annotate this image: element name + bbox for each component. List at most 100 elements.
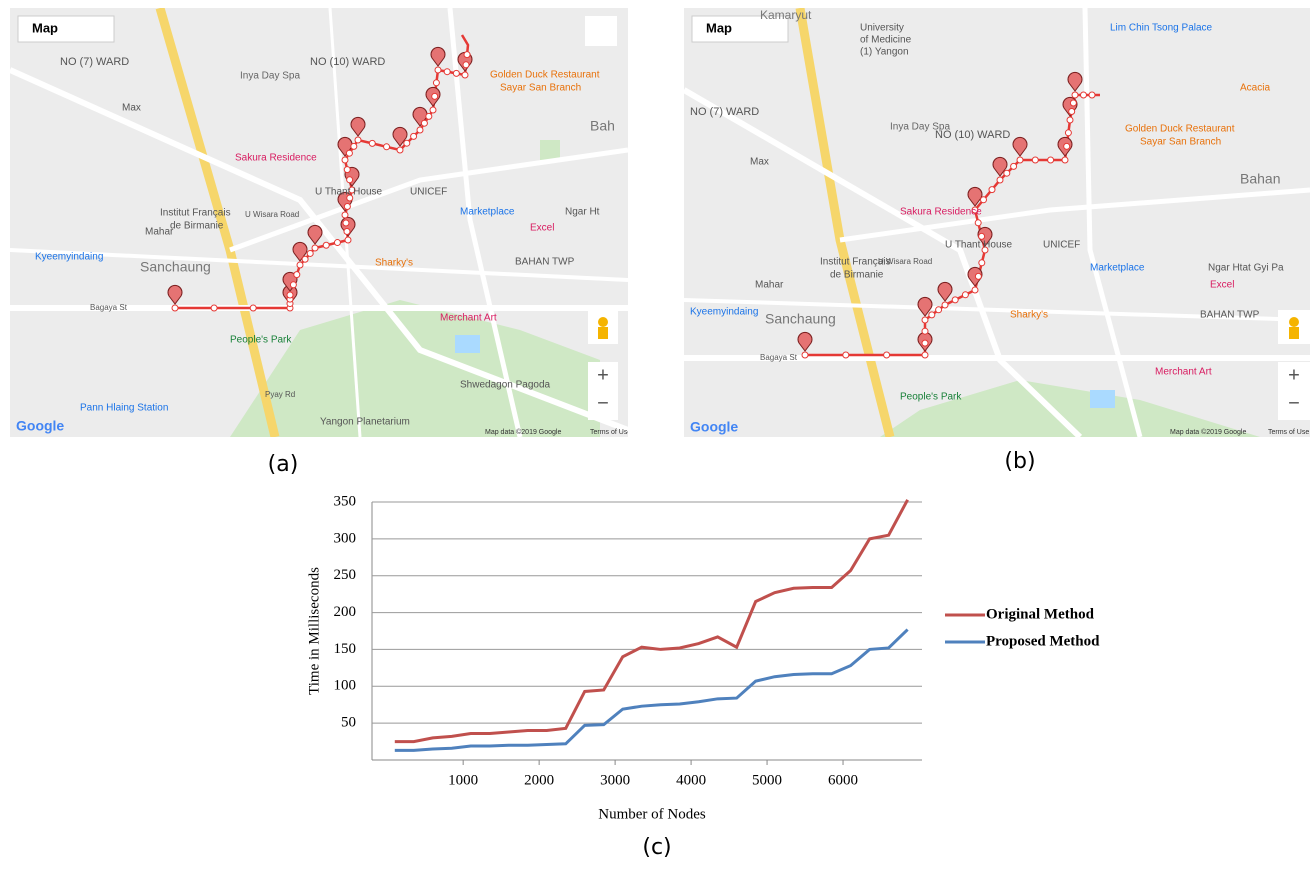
route-node (997, 177, 1003, 183)
map-label: UNICEF (410, 187, 447, 198)
route-node (334, 240, 340, 246)
map-label: People's Park (900, 392, 962, 403)
route-node (972, 287, 978, 293)
map-label: Sakura Residence (900, 207, 982, 218)
route-node (1067, 117, 1073, 123)
route-node (211, 305, 217, 311)
x-tick-label: 6000 (828, 772, 858, 788)
map-label: Sayar San Branch (500, 83, 581, 94)
route-node (369, 140, 375, 146)
map-label: Lim Chin Tsong Palace (1110, 23, 1213, 34)
map-label: Mahar (145, 227, 174, 238)
logo: Google (690, 419, 738, 435)
map-label: Sakura Residence (235, 153, 317, 164)
route-node (1089, 92, 1095, 98)
route-node (417, 127, 423, 133)
route-node (344, 229, 350, 235)
legend-label: Original Method (986, 606, 1095, 622)
route-node (922, 352, 928, 358)
map-label: Ngar Ht (565, 207, 600, 218)
y-tick-label: 200 (334, 604, 357, 620)
svg-text:−: − (597, 392, 609, 414)
map-label: de Birmanie (170, 221, 224, 232)
x-tick-label: 5000 (752, 772, 782, 788)
route-node (975, 220, 981, 226)
route-node (297, 262, 303, 268)
map-label: UNICEF (1043, 240, 1080, 251)
figure: Map + − Google Map data ©2019 Google Ter… (0, 0, 1316, 865)
route-node (1070, 100, 1076, 106)
map-label: Merchant Art (440, 313, 497, 324)
route-node (464, 52, 470, 58)
route-node (462, 72, 468, 78)
route-node (975, 273, 981, 279)
map-label: Excel (1210, 280, 1234, 291)
x-tick-label: 4000 (676, 772, 706, 788)
route-node (962, 292, 968, 298)
route-node (397, 147, 403, 153)
map-label: Sanchaung (140, 259, 211, 275)
route-node (290, 282, 296, 288)
route-node (1081, 92, 1087, 98)
route-node (344, 204, 350, 210)
route-node (345, 237, 351, 243)
route-node (453, 70, 459, 76)
map-label: Inya Day Spa (890, 122, 950, 133)
map-label: Golden Duck Restaurant (490, 70, 600, 81)
map-label: de Birmanie (830, 270, 884, 281)
route-node (1072, 92, 1078, 98)
route-node (1069, 109, 1075, 115)
map-type[interactable]: Map (32, 20, 58, 35)
route-node (351, 143, 357, 149)
map-label: NO (7) WARD (690, 106, 759, 118)
route-node (430, 107, 436, 113)
route-node (347, 177, 353, 183)
map-label: University (860, 23, 904, 34)
route-node (342, 157, 348, 163)
route-node (355, 137, 361, 143)
x-tick-label: 2000 (524, 772, 554, 788)
route-node (1062, 157, 1068, 163)
route-node (936, 307, 942, 313)
route-node (1004, 170, 1010, 176)
map-label: NO (7) WARD (60, 56, 129, 68)
svg-text:+: + (597, 364, 609, 386)
y-tick-label: 50 (341, 715, 356, 731)
route-node (384, 144, 390, 150)
map-label: Marketplace (460, 207, 515, 218)
route-node (307, 250, 313, 256)
map-label: Inya Day Spa (240, 71, 300, 82)
caption: (b) (1004, 449, 1035, 474)
map-label: U Thant House (945, 240, 1013, 251)
route-node (463, 62, 469, 68)
route-node (342, 212, 348, 218)
svg-text:−: − (1288, 392, 1300, 414)
map-label: Golden Duck Restaurant (1125, 124, 1235, 135)
route-node (1048, 157, 1054, 163)
route-node (433, 80, 439, 86)
map-label: of Medicine (860, 35, 912, 46)
route-node (843, 352, 849, 358)
route-node (1011, 163, 1017, 169)
fullscreen-button[interactable] (585, 16, 617, 46)
map-label: Bagaya St (760, 353, 798, 362)
terms-link[interactable]: Terms of Use (1268, 429, 1309, 436)
route-node (922, 340, 928, 346)
map-label: Sharky's (375, 258, 413, 269)
logo: Google (16, 418, 64, 434)
route-node (1032, 157, 1038, 163)
route-node (979, 233, 985, 239)
route-node (1065, 130, 1071, 136)
route-node (404, 140, 410, 146)
y-tick-label: 250 (334, 567, 357, 583)
map-type[interactable]: Map (706, 20, 732, 35)
route-node (294, 272, 300, 278)
terms-link[interactable]: Terms of Use (590, 429, 631, 436)
caption: (c) (642, 835, 671, 860)
map-label: BAHAN TWP (1200, 310, 1260, 321)
attribution: Map data ©2019 Google (485, 428, 561, 436)
map-label: Kyeemyindaing (690, 307, 758, 318)
map-label: NO (10) WARD (310, 56, 385, 68)
attribution: Map data ©2019 Google (1170, 428, 1246, 436)
y-tick-label: 150 (334, 641, 357, 657)
